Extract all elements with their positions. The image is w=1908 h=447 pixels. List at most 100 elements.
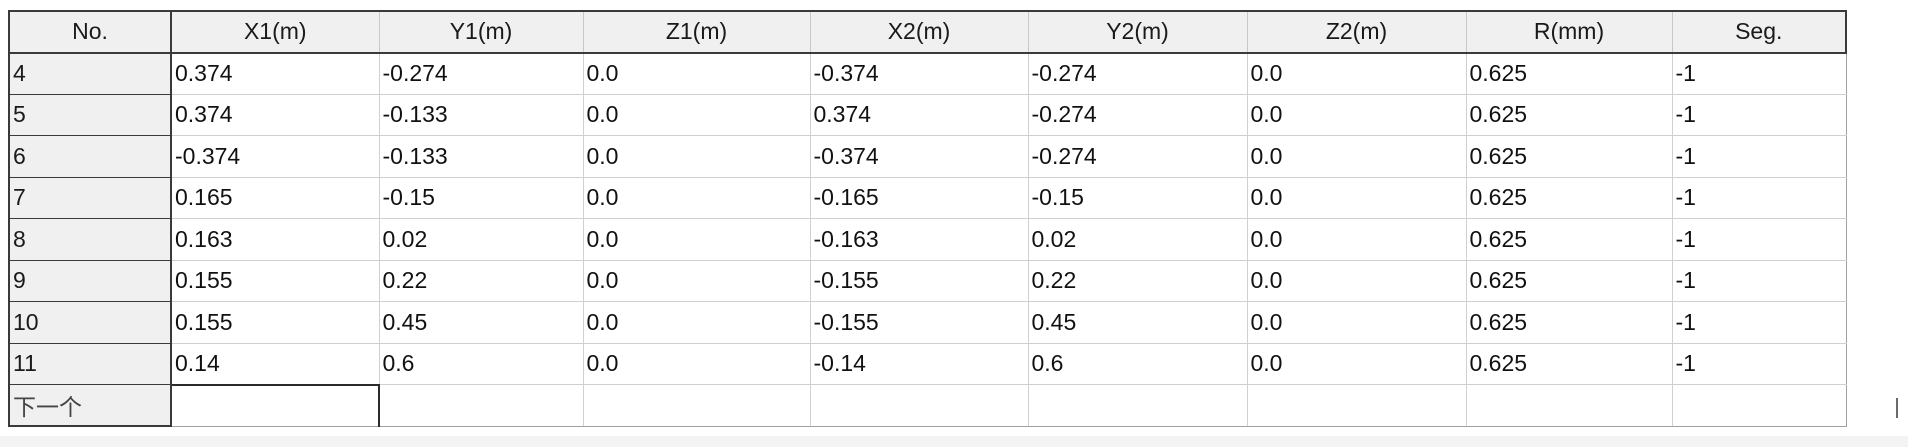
cell-z2[interactable]: 0.0 (1246, 342, 1467, 385)
cell-r[interactable]: 0.625 (1465, 135, 1673, 178)
new-row-cell-seg[interactable] (1671, 384, 1847, 427)
new-row-cell-x1[interactable] (170, 383, 380, 427)
cell-y2[interactable]: -0.274 (1027, 52, 1248, 95)
cell-y1[interactable]: 0.6 (378, 342, 584, 385)
cell-x2[interactable]: -0.374 (809, 52, 1029, 95)
column-header-y2[interactable]: Y2(m) (1027, 10, 1248, 54)
cell-r[interactable]: 0.625 (1465, 93, 1673, 136)
table-row: 7 0.165 -0.15 0.0 -0.165 -0.15 0.0 0.625… (8, 176, 1847, 219)
table-row: 10 0.155 0.45 0.0 -0.155 0.45 0.0 0.625 … (8, 301, 1847, 344)
cell-z1[interactable]: 0.0 (582, 135, 811, 178)
cell-y2[interactable]: -0.274 (1027, 93, 1248, 136)
row-header[interactable]: 10 (8, 301, 172, 344)
cell-y1[interactable]: -0.133 (378, 93, 584, 136)
cell-y2[interactable]: 0.22 (1027, 259, 1248, 302)
table-row: 9 0.155 0.22 0.0 -0.155 0.22 0.0 0.625 -… (8, 259, 1847, 302)
table-row: 8 0.163 0.02 0.0 -0.163 0.02 0.0 0.625 -… (8, 218, 1847, 261)
cell-y1[interactable]: -0.274 (378, 52, 584, 95)
cell-r[interactable]: 0.625 (1465, 218, 1673, 261)
cell-x1[interactable]: 0.14 (170, 342, 380, 385)
cell-x1[interactable]: 0.374 (170, 52, 380, 95)
cell-r[interactable]: 0.625 (1465, 259, 1673, 302)
cell-seg[interactable]: -1 (1671, 135, 1847, 178)
cell-seg[interactable]: -1 (1671, 301, 1847, 344)
cell-z1[interactable]: 0.0 (582, 52, 811, 95)
cell-y2[interactable]: 0.45 (1027, 301, 1248, 344)
cell-z2[interactable]: 0.0 (1246, 176, 1467, 219)
cell-x1[interactable]: 0.165 (170, 176, 380, 219)
cell-r[interactable]: 0.625 (1465, 301, 1673, 344)
cell-x2[interactable]: 0.374 (809, 93, 1029, 136)
cell-x2[interactable]: -0.163 (809, 218, 1029, 261)
cell-y1[interactable]: 0.02 (378, 218, 584, 261)
cell-z1[interactable]: 0.0 (582, 342, 811, 385)
cell-z1[interactable]: 0.0 (582, 93, 811, 136)
cell-x2[interactable]: -0.155 (809, 259, 1029, 302)
new-row-cell-z2[interactable] (1246, 384, 1467, 427)
header-row: No. X1(m) Y1(m) Z1(m) X2(m) Y2(m) Z2(m) … (8, 10, 1847, 54)
column-header-y1[interactable]: Y1(m) (378, 10, 584, 54)
column-header-x1[interactable]: X1(m) (170, 10, 380, 54)
cell-x2[interactable]: -0.374 (809, 135, 1029, 178)
row-header[interactable]: 8 (8, 218, 172, 261)
cell-z2[interactable]: 0.0 (1246, 218, 1467, 261)
cell-z1[interactable]: 0.0 (582, 259, 811, 302)
cell-r[interactable]: 0.625 (1465, 176, 1673, 219)
cell-y1[interactable]: 0.45 (378, 301, 584, 344)
cell-x2[interactable]: -0.14 (809, 342, 1029, 385)
new-row-cell-y1[interactable] (378, 384, 584, 427)
cell-x1[interactable]: 0.163 (170, 218, 380, 261)
new-row-cell-y2[interactable] (1027, 384, 1248, 427)
new-row-cell-x2[interactable] (809, 384, 1029, 427)
new-row-cell-z1[interactable] (582, 384, 811, 427)
column-header-seg[interactable]: Seg. (1671, 10, 1847, 54)
row-header[interactable]: 7 (8, 176, 172, 219)
cell-y1[interactable]: -0.15 (378, 176, 584, 219)
new-row-header[interactable]: 下一个 (8, 384, 172, 427)
cell-y1[interactable]: -0.133 (378, 135, 584, 178)
cell-z2[interactable]: 0.0 (1246, 135, 1467, 178)
cell-x2[interactable]: -0.165 (809, 176, 1029, 219)
cell-x2[interactable]: -0.155 (809, 301, 1029, 344)
cell-y2[interactable]: -0.15 (1027, 176, 1248, 219)
row-header[interactable]: 4 (8, 52, 172, 95)
cell-y2[interactable]: 0.02 (1027, 218, 1248, 261)
table-row: 6 -0.374 -0.133 0.0 -0.374 -0.274 0.0 0.… (8, 135, 1847, 178)
column-header-no[interactable]: No. (8, 10, 172, 54)
cell-r[interactable]: 0.625 (1465, 342, 1673, 385)
cell-z2[interactable]: 0.0 (1246, 259, 1467, 302)
cell-z2[interactable]: 0.0 (1246, 52, 1467, 95)
cell-seg[interactable]: -1 (1671, 342, 1847, 385)
table-row: 4 0.374 -0.274 0.0 -0.374 -0.274 0.0 0.6… (8, 52, 1847, 95)
cell-y2[interactable]: 0.6 (1027, 342, 1248, 385)
cell-seg[interactable]: -1 (1671, 93, 1847, 136)
row-header[interactable]: 5 (8, 93, 172, 136)
cell-z1[interactable]: 0.0 (582, 218, 811, 261)
cell-seg[interactable]: -1 (1671, 218, 1847, 261)
cell-x1[interactable]: 0.374 (170, 93, 380, 136)
horizontal-scrollbar-track[interactable] (0, 436, 1908, 447)
cell-y1[interactable]: 0.22 (378, 259, 584, 302)
column-header-r[interactable]: R(mm) (1465, 10, 1673, 54)
cell-r[interactable]: 0.625 (1465, 52, 1673, 95)
column-header-z1[interactable]: Z1(m) (582, 10, 811, 54)
new-row-cell-r[interactable] (1465, 384, 1673, 427)
cell-z2[interactable]: 0.0 (1246, 301, 1467, 344)
cell-y2[interactable]: -0.274 (1027, 135, 1248, 178)
vertical-scrollbar-thumb[interactable] (1896, 398, 1898, 418)
cell-z1[interactable]: 0.0 (582, 176, 811, 219)
cell-z2[interactable]: 0.0 (1246, 93, 1467, 136)
row-header[interactable]: 11 (8, 342, 172, 385)
column-header-x2[interactable]: X2(m) (809, 10, 1029, 54)
cell-x1[interactable]: 0.155 (170, 301, 380, 344)
column-header-z2[interactable]: Z2(m) (1246, 10, 1467, 54)
cell-x1[interactable]: -0.374 (170, 135, 380, 178)
cell-z1[interactable]: 0.0 (582, 301, 811, 344)
cell-seg[interactable]: -1 (1671, 259, 1847, 302)
row-header[interactable]: 9 (8, 259, 172, 302)
cell-seg[interactable]: -1 (1671, 52, 1847, 95)
row-header[interactable]: 6 (8, 135, 172, 178)
cell-seg[interactable]: -1 (1671, 176, 1847, 219)
cell-x1[interactable]: 0.155 (170, 259, 380, 302)
